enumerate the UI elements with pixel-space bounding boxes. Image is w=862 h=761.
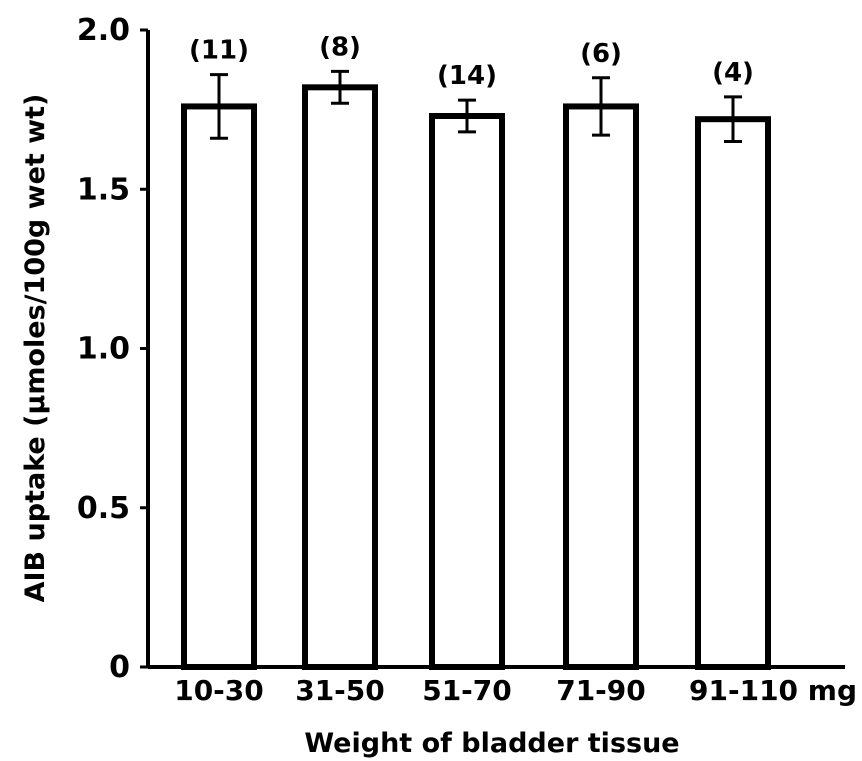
y-tick-label: 0 [109,650,130,685]
y-axis-title: AIB uptake (μmoles/100g wet wt) [20,94,51,603]
bar [695,116,771,671]
x-category-label: 10-30 [174,674,264,707]
bar [181,103,257,670]
x-category-label: 51-70 [422,674,512,707]
y-ticks: 0 0.5 1.0 1.5 2.0 [77,13,148,685]
y-tick-label: 0.5 [77,491,130,526]
x-axis-title: Weight of bladder tissue [304,728,679,759]
sample-size-label: (11) [189,36,249,66]
sample-size-label: (8) [319,32,361,62]
bar [563,103,639,670]
category-labels: 10-30 31-50 51-70 71-90 91-110 mg [174,674,857,707]
bar [429,112,505,671]
sample-size-label: (4) [712,58,754,88]
y-tick-label: 2.0 [77,13,130,48]
y-tick-label: 1.5 [77,172,130,207]
x-category-label: 31-50 [295,674,385,707]
y-tick-label: 1.0 [77,332,130,367]
x-category-label: 71-90 [556,674,646,707]
bars: (11) (8) (14) (6) (4) [181,32,771,671]
sample-size-label: (6) [580,39,622,69]
bar [302,84,378,670]
sample-size-label: (14) [437,61,497,91]
x-category-label: 91-110 mg [689,674,857,707]
